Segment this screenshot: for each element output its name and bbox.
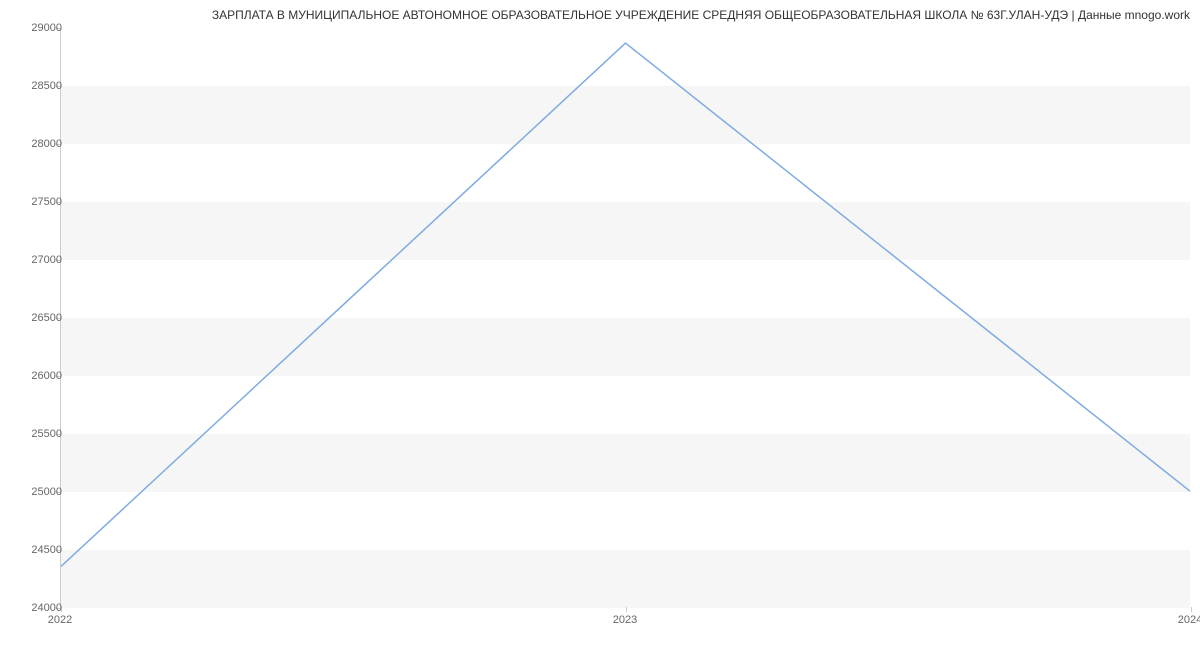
y-tick-label: 24500 [31,544,62,556]
y-tick-label: 28000 [31,138,62,150]
y-tick-label: 27000 [31,254,62,266]
line-layer [61,28,1190,607]
x-tick-mark [1191,607,1192,612]
plot-area [60,28,1190,608]
x-tick-label: 2023 [613,614,637,626]
y-tick-label: 26500 [31,312,62,324]
y-tick-label: 25000 [31,486,62,498]
y-tick-label: 26000 [31,370,62,382]
y-tick-label: 29000 [31,22,62,34]
x-tick-label: 2022 [48,614,72,626]
series-line-salary [61,43,1190,566]
y-tick-label: 28500 [31,80,62,92]
chart-container [60,28,1190,608]
x-tick-label: 2024 [1178,614,1200,626]
chart-title: ЗАРПЛАТА В МУНИЦИПАЛЬНОЕ АВТОНОМНОЕ ОБРА… [0,0,1200,26]
y-tick-label: 24000 [31,602,62,614]
x-tick-mark [626,607,627,612]
y-tick-label: 27500 [31,196,62,208]
y-tick-label: 25500 [31,428,62,440]
